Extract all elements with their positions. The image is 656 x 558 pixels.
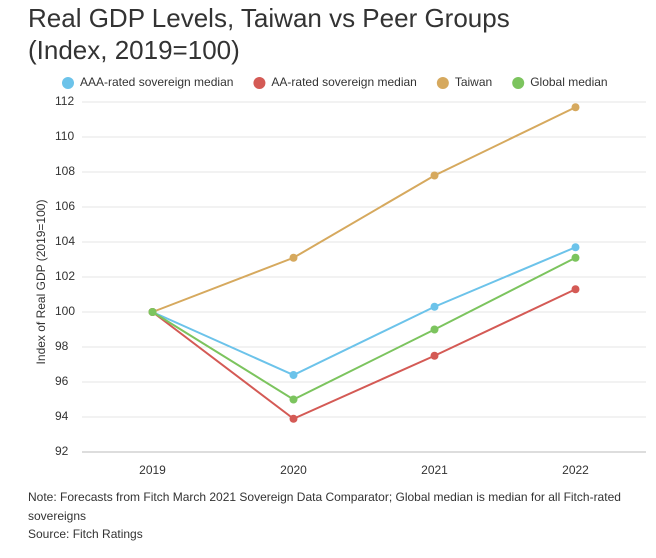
legend-marker — [253, 77, 266, 89]
data-point — [571, 243, 580, 252]
data-point — [430, 302, 439, 311]
y-tick-label: 94 — [55, 409, 69, 423]
y-tick-label: 106 — [55, 199, 75, 213]
data-point — [430, 171, 439, 180]
data-point — [289, 371, 298, 379]
data-point — [289, 414, 298, 423]
chart-subtitle: (Index, 2019=100) — [28, 35, 240, 65]
legend-label: Taiwan — [455, 75, 492, 89]
legend-marker — [512, 77, 525, 89]
legend-label: Global median — [530, 75, 607, 89]
y-tick-label: 96 — [55, 374, 69, 388]
legend-marker — [436, 77, 449, 89]
x-tick-label: 2020 — [280, 463, 307, 477]
series-line — [152, 246, 576, 377]
data-point — [571, 103, 580, 112]
series-line — [152, 106, 576, 313]
data-point — [289, 395, 298, 404]
chart-title: Real GDP Levels, Taiwan vs Peer Groups — [28, 3, 510, 33]
y-tick-label: 102 — [55, 269, 75, 283]
x-tick-label: 2022 — [562, 463, 589, 477]
x-tick-label: 2019 — [139, 463, 166, 477]
note: sovereigns — [28, 509, 86, 523]
x-tick-label: 2021 — [421, 463, 448, 477]
data-point — [571, 253, 580, 262]
source: Source: Fitch Ratings — [28, 527, 143, 541]
data-point — [571, 285, 580, 294]
legend-label: AA-rated sovereign median — [271, 75, 416, 89]
y-tick-label: 110 — [55, 129, 74, 143]
series-line — [151, 288, 576, 420]
series-line — [151, 256, 576, 401]
y-tick-label: 104 — [55, 234, 75, 248]
y-tick-label: 108 — [55, 164, 75, 178]
data-point — [289, 253, 298, 262]
y-axis-label: Index of Real GDP (2019=100) — [34, 200, 48, 365]
data-point — [148, 308, 157, 316]
legend-label: AAA-rated sovereign median — [80, 75, 233, 89]
data-point — [430, 351, 439, 360]
y-tick-label: 98 — [55, 339, 69, 353]
y-tick-label: 92 — [55, 444, 69, 458]
note: Note: Forecasts from Fitch March 2021 So… — [28, 490, 621, 504]
legend-marker — [62, 77, 74, 89]
y-tick-label: 100 — [55, 304, 75, 318]
data-point — [430, 325, 439, 334]
y-tick-label: 112 — [55, 94, 74, 108]
